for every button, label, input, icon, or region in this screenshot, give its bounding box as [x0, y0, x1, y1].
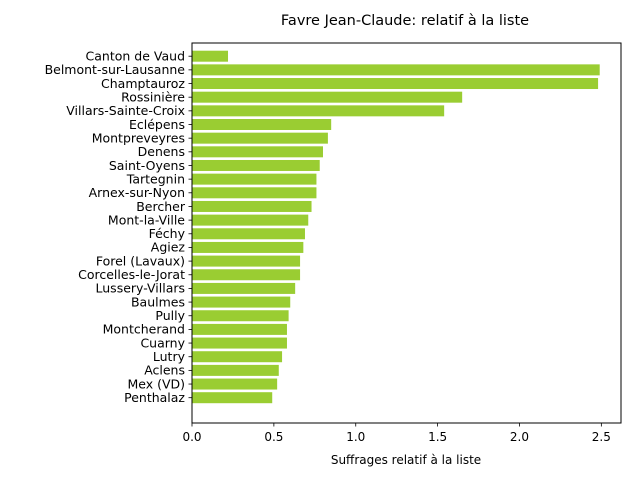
bar [192, 200, 312, 212]
category-label: Baulmes [131, 294, 185, 309]
bar [192, 228, 305, 240]
bar [192, 119, 332, 130]
bar [192, 269, 301, 281]
bar [192, 64, 600, 76]
bar [192, 187, 317, 199]
category-label: Tartegnin [126, 171, 185, 186]
category-label: Eclépens [129, 117, 185, 132]
category-label: Montcherand [103, 322, 185, 337]
bar [192, 351, 283, 363]
category-label: Féchy [149, 226, 186, 241]
category-label: Montpreveyres [92, 130, 185, 145]
bar [192, 241, 304, 253]
bar [192, 392, 273, 404]
category-label: Pully [155, 308, 185, 323]
x-tick-label: 2.0 [510, 430, 529, 444]
x-tick-label: 2.5 [592, 430, 611, 444]
bar [192, 296, 291, 308]
category-label: Corcelles-le-Jorat [78, 267, 185, 282]
x-axis-label: Suffrages relatif à la liste [331, 453, 481, 467]
bar [192, 378, 278, 390]
category-labels-group: Canton de VaudBelmont-sur-LausanneChampt… [45, 49, 192, 405]
category-label: Champtauroz [101, 76, 185, 91]
bar [192, 91, 463, 103]
x-tick-label: 1.5 [428, 430, 447, 444]
bar [192, 173, 317, 185]
bar [192, 132, 328, 144]
category-label: Saint-Oyens [109, 158, 185, 173]
category-label: Penthalaz [124, 390, 185, 405]
x-ticks-group: 0.0 0.5 1.0 1.5 2.0 2.5 [182, 423, 611, 444]
category-label: Bercher [136, 199, 186, 214]
bars-group [192, 50, 600, 404]
bar [192, 337, 287, 349]
bar [192, 323, 287, 335]
plot-frame [191, 42, 622, 424]
category-label: Lussery-Villars [96, 281, 185, 296]
bar [192, 50, 229, 62]
category-label: Mont-la-Ville [108, 212, 185, 227]
category-label: Forel (Lavaux) [96, 253, 185, 268]
category-label: Denens [138, 144, 185, 159]
bar [192, 214, 309, 226]
chart-title: Favre Jean-Claude: relatif à la liste [281, 13, 529, 29]
category-label: Aclens [144, 363, 185, 378]
category-label: Mex (VD) [127, 376, 185, 391]
category-label: Agiez [151, 240, 186, 255]
bar [192, 159, 320, 171]
category-label: Lutry [153, 349, 186, 364]
category-label: Arnex-sur-Nyon [89, 185, 185, 200]
bar [192, 310, 289, 322]
bar [192, 364, 279, 376]
bar [192, 282, 296, 294]
category-label: Rossinière [121, 89, 185, 104]
category-label: Canton de Vaud [86, 49, 185, 64]
x-tick-label: 0.5 [264, 430, 283, 444]
bar [192, 146, 323, 158]
category-label: Villars-Sainte-Croix [66, 103, 185, 118]
x-tick-label: 0.0 [182, 430, 201, 444]
bar [192, 78, 599, 90]
category-label: Cuarny [140, 335, 185, 350]
x-tick-label: 1.0 [346, 430, 365, 444]
bar [192, 105, 445, 117]
bar [192, 255, 301, 267]
category-label: Belmont-sur-Lausanne [45, 62, 186, 77]
